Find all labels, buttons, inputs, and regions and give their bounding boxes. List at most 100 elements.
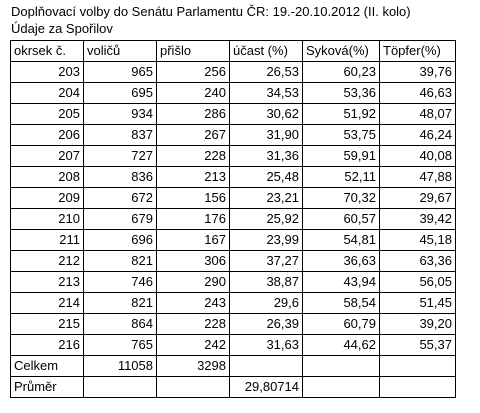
cell-okrsek[interactable]: 208 xyxy=(10,166,84,188)
cell-sykova[interactable]: 53,36 xyxy=(302,82,380,104)
total-row-cell-sykova[interactable] xyxy=(302,355,380,377)
cell-topfer[interactable]: 46,63 xyxy=(379,82,456,104)
cell-ucast[interactable]: 37,27 xyxy=(229,250,303,272)
average-row-cell-prislo[interactable] xyxy=(156,376,230,398)
cell-okrsek[interactable]: 213 xyxy=(10,271,84,293)
cell-volicu[interactable]: 672 xyxy=(83,187,157,209)
cell-okrsek[interactable]: 207 xyxy=(10,145,84,167)
cell-prislo[interactable]: 290 xyxy=(156,271,230,293)
cell-topfer[interactable]: 29,67 xyxy=(379,187,456,209)
cell-okrsek[interactable]: 209 xyxy=(10,187,84,209)
cell-volicu[interactable]: 746 xyxy=(83,271,157,293)
cell-prislo[interactable]: 213 xyxy=(156,166,230,188)
average-row-cell-volicu[interactable] xyxy=(83,376,157,398)
cell-okrsek[interactable]: 212 xyxy=(10,250,84,272)
cell-okrsek[interactable]: 211 xyxy=(10,229,84,251)
total-row-cell-volicu[interactable]: 11058 xyxy=(83,355,157,377)
cell-volicu[interactable]: 679 xyxy=(83,208,157,230)
average-row-cell-ucast[interactable]: 29,80714 xyxy=(229,376,303,398)
cell-topfer[interactable]: 56,05 xyxy=(379,271,456,293)
total-row-cell-topfer[interactable] xyxy=(379,355,456,377)
cell-volicu[interactable]: 864 xyxy=(83,313,157,335)
cell-ucast[interactable]: 31,36 xyxy=(229,145,303,167)
cell-okrsek[interactable]: 204 xyxy=(10,82,84,104)
cell-prislo[interactable]: 243 xyxy=(156,292,230,314)
cell-sykova[interactable]: 51,92 xyxy=(302,103,380,125)
cell-volicu[interactable]: 965 xyxy=(83,61,157,83)
cell-ucast[interactable]: 29,6 xyxy=(229,292,303,314)
cell-sykova[interactable]: 53,75 xyxy=(302,124,380,146)
total-row-cell-prislo[interactable]: 3298 xyxy=(156,355,230,377)
cell-volicu[interactable]: 727 xyxy=(83,145,157,167)
header-cell-ucast[interactable]: účast (%) xyxy=(229,40,303,62)
cell-volicu[interactable]: 765 xyxy=(83,334,157,356)
cell-prislo[interactable]: 256 xyxy=(156,61,230,83)
average-row-cell-sykova[interactable] xyxy=(302,376,380,398)
cell-sykova[interactable]: 58,54 xyxy=(302,292,380,314)
cell-ucast[interactable]: 26,39 xyxy=(229,313,303,335)
cell-volicu[interactable]: 837 xyxy=(83,124,157,146)
cell-sykova[interactable]: 43,94 xyxy=(302,271,380,293)
cell-topfer[interactable]: 46,24 xyxy=(379,124,456,146)
cell-okrsek[interactable]: 216 xyxy=(10,334,84,356)
cell-topfer[interactable]: 63,36 xyxy=(379,250,456,272)
average-row-cell-okrsek[interactable]: Průměr xyxy=(10,376,84,398)
cell-sykova[interactable]: 60,23 xyxy=(302,61,380,83)
header-cell-prislo[interactable]: přišlo xyxy=(156,40,230,62)
cell-prislo[interactable]: 176 xyxy=(156,208,230,230)
cell-sykova[interactable]: 60,79 xyxy=(302,313,380,335)
cell-volicu[interactable]: 821 xyxy=(83,292,157,314)
cell-okrsek[interactable]: 210 xyxy=(10,208,84,230)
cell-sykova[interactable]: 60,57 xyxy=(302,208,380,230)
cell-okrsek[interactable]: 203 xyxy=(10,61,84,83)
cell-prislo[interactable]: 240 xyxy=(156,82,230,104)
total-row-cell-okrsek[interactable]: Celkem xyxy=(10,355,84,377)
cell-ucast[interactable]: 23,99 xyxy=(229,229,303,251)
cell-topfer[interactable]: 45,18 xyxy=(379,229,456,251)
cell-ucast[interactable]: 30,62 xyxy=(229,103,303,125)
cell-ucast[interactable]: 26,53 xyxy=(229,61,303,83)
cell-topfer[interactable]: 40,08 xyxy=(379,145,456,167)
cell-volicu[interactable]: 695 xyxy=(83,82,157,104)
cell-topfer[interactable]: 39,20 xyxy=(379,313,456,335)
cell-ucast[interactable]: 31,90 xyxy=(229,124,303,146)
cell-okrsek[interactable]: 215 xyxy=(10,313,84,335)
cell-sykova[interactable]: 36,63 xyxy=(302,250,380,272)
cell-prislo[interactable]: 267 xyxy=(156,124,230,146)
cell-ucast[interactable]: 23,21 xyxy=(229,187,303,209)
cell-sykova[interactable]: 52,11 xyxy=(302,166,380,188)
total-row-cell-ucast[interactable] xyxy=(229,355,303,377)
average-row-cell-topfer[interactable] xyxy=(379,376,456,398)
cell-sykova[interactable]: 44,62 xyxy=(302,334,380,356)
cell-ucast[interactable]: 31,63 xyxy=(229,334,303,356)
header-cell-okrsek[interactable]: okrsek č. xyxy=(10,40,84,62)
cell-ucast[interactable]: 34,53 xyxy=(229,82,303,104)
cell-volicu[interactable]: 934 xyxy=(83,103,157,125)
cell-okrsek[interactable]: 206 xyxy=(10,124,84,146)
cell-okrsek[interactable]: 205 xyxy=(10,103,84,125)
cell-ucast[interactable]: 25,92 xyxy=(229,208,303,230)
cell-prislo[interactable]: 286 xyxy=(156,103,230,125)
cell-topfer[interactable]: 55,37 xyxy=(379,334,456,356)
cell-topfer[interactable]: 47,88 xyxy=(379,166,456,188)
cell-topfer[interactable]: 39,76 xyxy=(379,61,456,83)
cell-volicu[interactable]: 836 xyxy=(83,166,157,188)
cell-topfer[interactable]: 48,07 xyxy=(379,103,456,125)
header-cell-volicu[interactable]: voličů xyxy=(83,40,157,62)
cell-volicu[interactable]: 696 xyxy=(83,229,157,251)
cell-prislo[interactable]: 228 xyxy=(156,313,230,335)
header-cell-topfer[interactable]: Töpfer(%) xyxy=(379,40,456,62)
cell-volicu[interactable]: 821 xyxy=(83,250,157,272)
cell-ucast[interactable]: 25,48 xyxy=(229,166,303,188)
cell-okrsek[interactable]: 214 xyxy=(10,292,84,314)
cell-sykova[interactable]: 59,91 xyxy=(302,145,380,167)
header-cell-sykova[interactable]: Syková(%) xyxy=(302,40,380,62)
cell-prislo[interactable]: 228 xyxy=(156,145,230,167)
cell-prislo[interactable]: 242 xyxy=(156,334,230,356)
cell-sykova[interactable]: 70,32 xyxy=(302,187,380,209)
cell-prislo[interactable]: 167 xyxy=(156,229,230,251)
cell-topfer[interactable]: 51,45 xyxy=(379,292,456,314)
cell-topfer[interactable]: 39,42 xyxy=(379,208,456,230)
cell-ucast[interactable]: 38,87 xyxy=(229,271,303,293)
cell-prislo[interactable]: 156 xyxy=(156,187,230,209)
